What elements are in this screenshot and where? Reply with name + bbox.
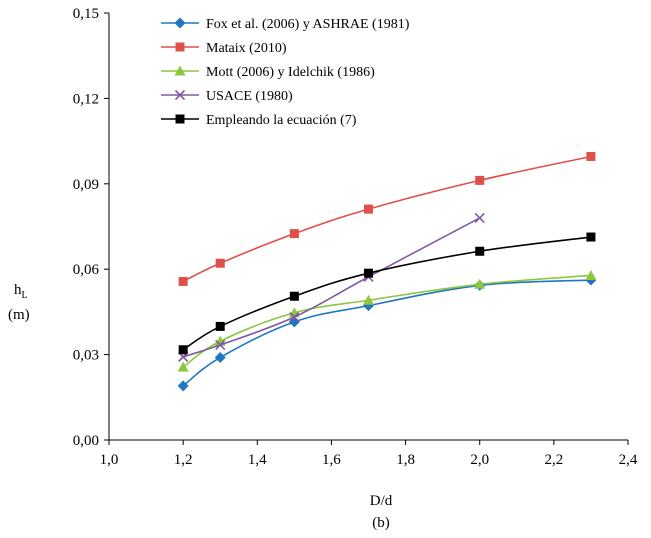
x-tick-label: 1,4	[248, 452, 267, 468]
legend-marker	[174, 65, 186, 76]
x-tick-label: 2,2	[544, 452, 563, 468]
x-tick-label: 2,0	[470, 452, 489, 468]
data-point	[475, 175, 485, 185]
marker-stroke	[174, 89, 186, 101]
series-5	[178, 232, 596, 355]
series-line	[182, 217, 481, 358]
x-tick-label: 1,0	[100, 452, 119, 468]
x-tick-label: 2,4	[619, 452, 638, 468]
series-layer	[177, 151, 597, 392]
series-3	[177, 269, 597, 372]
legend-label: USACE (1980)	[206, 89, 293, 104]
data-point	[215, 339, 226, 350]
data-point	[474, 212, 485, 224]
data-point	[363, 294, 374, 305]
x-tick-label: 1,8	[396, 452, 415, 468]
y-tick-label: 0,00	[73, 433, 99, 449]
axes	[104, 12, 629, 445]
y-axis-label-main: hL	[14, 282, 28, 301]
marker-stroke	[215, 339, 226, 350]
marker-stroke	[289, 311, 300, 323]
legend-label: Fox et al. (2006) y ASHRAE (1981)	[206, 17, 410, 32]
y-axis-label-symbol: h	[14, 282, 22, 298]
legend: Fox et al. (2006) y ASHRAE (1981) Mataix …	[161, 17, 410, 128]
x-axis-label: D/d	[370, 493, 393, 509]
legend-marker	[174, 17, 186, 29]
x-tick-label: 1,6	[322, 452, 341, 468]
data-point	[364, 204, 373, 214]
legend-label: Mott (2006) y Idelchik (1986)	[206, 65, 375, 80]
legend-item-4: USACE (1980)	[161, 89, 293, 104]
legend-item-1: Fox et al. (2006) y ASHRAE (1981)	[161, 17, 410, 32]
y-axis-label-unit: (m)	[8, 307, 30, 323]
data-point	[177, 361, 189, 372]
figure-caption: (b)	[372, 515, 390, 531]
legend-label: Mataix (2010)	[206, 41, 287, 56]
legend-item-3: Mott (2006) y Idelchik (1986)	[161, 65, 375, 80]
y-tick-label: 0,12	[73, 91, 99, 107]
y-tick-label: 0,06	[73, 262, 100, 278]
legend-marker	[175, 114, 185, 124]
data-point	[178, 276, 188, 286]
data-point	[215, 321, 225, 331]
y-tick-label: 0,03	[73, 348, 99, 364]
legend-item-5: Empleando la ecuación (7)	[161, 113, 357, 128]
data-point	[289, 311, 300, 323]
data-point	[364, 268, 373, 278]
data-point	[475, 246, 485, 256]
series-line	[182, 279, 591, 387]
tick-labels: 1,0 1,2 1,4 1,6 1,8 2,0 2,2 2,4 0,00 0,03 0,06 0,09…	[73, 6, 638, 468]
data-point	[177, 380, 189, 392]
data-point	[474, 278, 486, 289]
data-point	[289, 291, 299, 301]
legend-item-2: Mataix (2010)	[161, 41, 287, 56]
legend-marker	[175, 42, 185, 52]
data-point	[289, 229, 299, 239]
y-tick-label: 0,09	[73, 177, 99, 193]
data-point	[586, 232, 596, 242]
series-2	[178, 151, 596, 286]
y-tick-label: 0,15	[73, 6, 99, 22]
data-point	[215, 258, 225, 268]
legend-marker	[174, 89, 186, 101]
y-axis-label-subscript: L	[22, 290, 28, 301]
series-line	[182, 155, 592, 283]
data-point	[214, 351, 226, 363]
data-point	[585, 269, 597, 280]
data-point	[178, 345, 188, 355]
x-tick-label: 1,2	[174, 452, 193, 468]
legend-label: Empleando la ecuación (7)	[206, 113, 357, 128]
series-1	[177, 274, 597, 392]
data-point	[586, 151, 596, 161]
series-line	[182, 274, 591, 368]
marker-stroke	[474, 212, 485, 224]
